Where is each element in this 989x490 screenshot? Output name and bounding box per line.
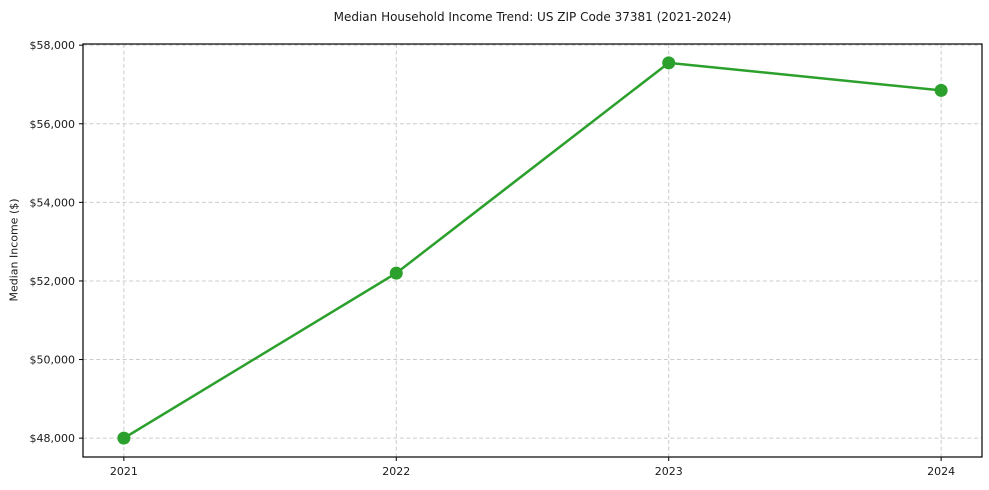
y-tick-label: $56,000 xyxy=(30,118,76,131)
y-tick-label: $52,000 xyxy=(30,275,76,288)
data-point-2024 xyxy=(934,83,948,97)
data-point-2023 xyxy=(662,56,676,70)
y-tick-label: $54,000 xyxy=(30,196,76,209)
chart-title: Median Household Income Trend: US ZIP Co… xyxy=(333,10,732,24)
y-tick-label: $58,000 xyxy=(30,39,76,52)
axes-border xyxy=(82,43,983,458)
trend-line xyxy=(122,61,943,440)
x-tick-label: 2024 xyxy=(927,465,955,478)
x-tick-label: 2023 xyxy=(655,465,683,478)
y-tick-label: $50,000 xyxy=(30,354,76,367)
x-tick-label: 2022 xyxy=(382,465,410,478)
y-tick-label: $48,000 xyxy=(30,432,76,445)
x-tick-label: 2021 xyxy=(110,465,138,478)
data-point-2021 xyxy=(117,431,131,445)
data-point-2022 xyxy=(389,266,403,280)
